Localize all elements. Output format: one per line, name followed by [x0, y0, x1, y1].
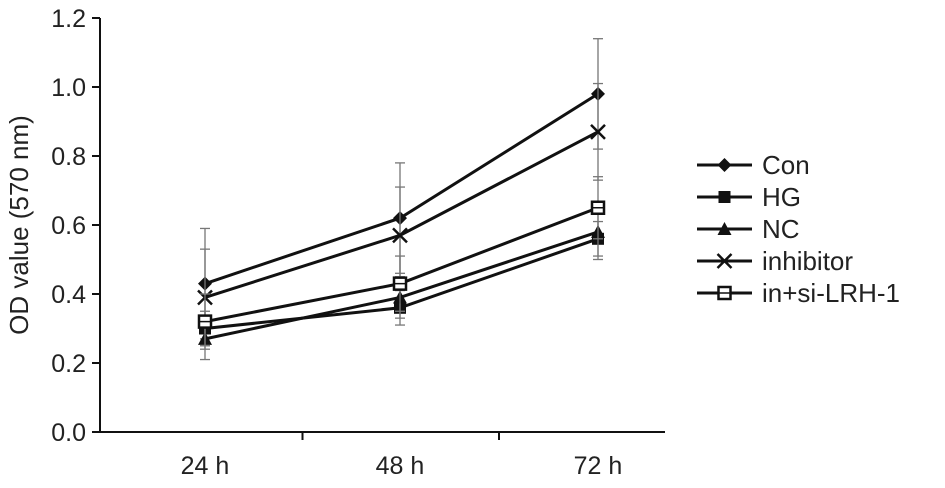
legend-label: Con: [762, 150, 810, 180]
x-tick-label: 24 h: [181, 452, 230, 480]
series-in-si-lrh-1: [197, 176, 606, 350]
y-tick-label: 0.0: [51, 419, 86, 447]
data-point: [717, 158, 732, 172]
y-tick-label: 0.4: [51, 281, 86, 309]
legend-label: HG: [762, 182, 801, 212]
series-layer: [197, 38, 606, 361]
series-line: [204, 92, 599, 286]
legend-item: in+si-LRH-1: [697, 278, 900, 308]
y-tick-label: 1.2: [51, 5, 86, 33]
data-point-stroke: [716, 253, 733, 269]
x-tick-label: 72 h: [574, 452, 623, 480]
data-point: [392, 227, 408, 244]
legend-item: Con: [697, 150, 810, 180]
y-tick-label: 1.0: [51, 74, 86, 102]
y-ticks: 0.0 0.2 0.4 0.6 0.8 1.0 1.2: [51, 5, 100, 447]
data-point: [392, 276, 408, 291]
legend-label: in+si-LRH-1: [762, 278, 900, 308]
data-point-stroke: [590, 123, 606, 140]
legend-item: NC: [697, 214, 800, 244]
data-point: [717, 285, 732, 301]
legend-item: HG: [697, 182, 801, 212]
data-point: [716, 253, 733, 269]
legend-label: inhibitor: [762, 246, 853, 276]
data-point: [718, 191, 731, 203]
data-point: [590, 200, 606, 215]
data-point: [717, 222, 732, 235]
y-tick-label: 0.6: [51, 212, 86, 240]
legend-label: NC: [762, 214, 800, 244]
series-inhibitor: [197, 82, 606, 347]
data-point-stroke: [392, 227, 408, 244]
data-point: [197, 314, 213, 329]
y-tick-label: 0.2: [51, 350, 86, 378]
x-ticks: 24 h 48 h 72 h: [181, 432, 623, 480]
data-point: [590, 123, 606, 140]
legend-item: inhibitor: [697, 246, 853, 276]
x-tick-label: 48 h: [376, 452, 425, 480]
y-axis-title: OD value (570 nm): [4, 115, 34, 335]
y-tick-label: 0.8: [51, 143, 86, 171]
